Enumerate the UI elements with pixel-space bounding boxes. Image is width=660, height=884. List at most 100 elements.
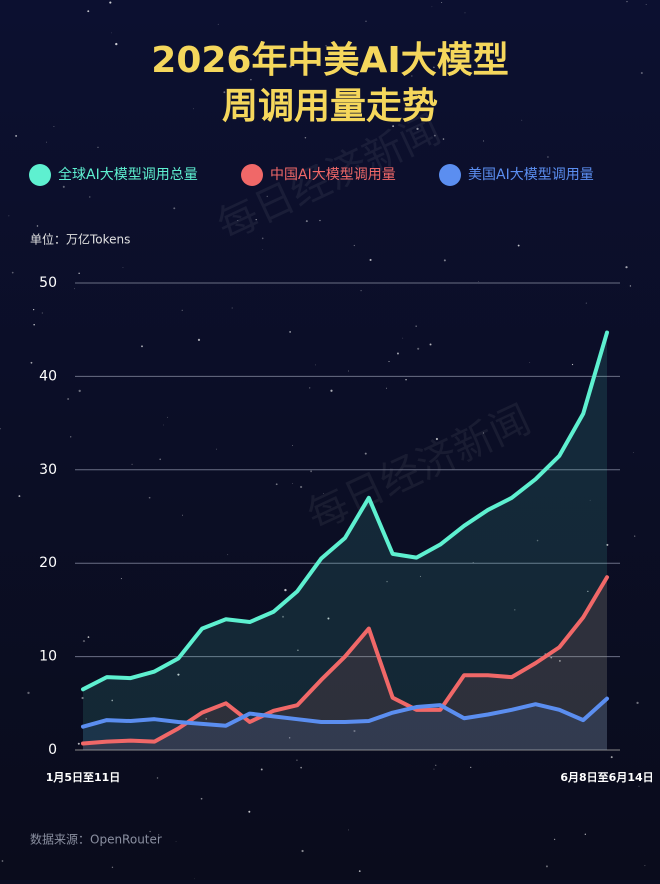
y-tick-label: 10 — [39, 649, 57, 665]
star — [483, 140, 485, 142]
star — [396, 352, 399, 355]
star — [62, 185, 65, 188]
star — [175, 841, 177, 842]
star — [8, 215, 10, 217]
star — [327, 617, 330, 620]
star — [478, 281, 479, 282]
star — [353, 729, 356, 733]
star — [87, 10, 90, 13]
star — [200, 797, 203, 800]
star — [315, 364, 316, 366]
star — [292, 483, 293, 484]
star — [110, 32, 112, 34]
star — [148, 496, 151, 499]
star — [626, 1, 628, 3]
star — [325, 45, 327, 47]
star — [433, 134, 436, 137]
y-tick-label: 0 — [48, 742, 57, 758]
star — [177, 673, 180, 676]
star — [131, 463, 133, 465]
area — [83, 698, 607, 750]
star — [559, 660, 561, 662]
star — [260, 768, 263, 771]
legend-label: 全球AI大模型调用总量 — [58, 166, 198, 183]
star — [442, 138, 445, 140]
star — [53, 126, 55, 128]
star — [638, 785, 640, 787]
star — [482, 432, 484, 434]
star — [629, 285, 632, 287]
line — [81, 575, 609, 746]
star — [429, 343, 432, 346]
star — [296, 759, 298, 761]
star — [419, 575, 421, 577]
star — [610, 756, 613, 759]
star — [514, 609, 516, 611]
star — [97, 146, 99, 148]
star — [536, 539, 539, 542]
legend-marker — [439, 164, 461, 186]
star — [231, 307, 233, 309]
star — [309, 387, 311, 389]
star — [149, 830, 151, 833]
star — [78, 272, 80, 275]
line — [81, 330, 609, 692]
source: 数据来源：OpenRouter — [30, 832, 162, 847]
star — [156, 777, 159, 779]
star — [70, 436, 72, 438]
star — [27, 691, 30, 695]
star — [364, 452, 367, 455]
star — [0, 428, 1, 430]
star — [227, 554, 229, 556]
star — [634, 535, 636, 537]
star — [255, 219, 257, 221]
star — [431, 6, 433, 8]
star — [433, 66, 435, 69]
star — [386, 387, 387, 389]
star — [109, 1, 112, 4]
star — [223, 91, 226, 94]
star — [640, 71, 643, 75]
star — [284, 588, 287, 592]
star — [464, 12, 466, 14]
star — [297, 649, 299, 651]
y-tick-label: 30 — [39, 462, 57, 478]
star — [360, 290, 362, 292]
star — [18, 495, 21, 498]
star — [443, 259, 446, 262]
star — [275, 483, 278, 486]
star — [301, 849, 304, 853]
star — [46, 141, 47, 143]
star — [441, 2, 443, 4]
star — [388, 360, 390, 363]
star — [644, 865, 646, 867]
star — [197, 338, 201, 342]
area — [83, 332, 607, 750]
star — [405, 378, 407, 381]
star — [33, 324, 35, 326]
star — [78, 389, 81, 393]
star — [41, 312, 43, 314]
star — [571, 363, 574, 366]
star — [282, 615, 285, 618]
star — [181, 514, 183, 516]
star — [173, 207, 176, 210]
star — [159, 458, 161, 461]
star — [217, 23, 219, 25]
line — [81, 696, 609, 729]
legend-marker — [241, 164, 263, 186]
star — [392, 125, 395, 128]
star — [292, 445, 293, 446]
star — [589, 499, 591, 501]
star — [163, 424, 165, 426]
title-line: 2026年中美AI大模型 — [151, 40, 508, 81]
star — [606, 543, 609, 546]
star — [517, 244, 520, 247]
star — [585, 302, 587, 304]
star — [89, 196, 91, 198]
legend-label: 美国AI大模型调用量 — [468, 167, 594, 183]
star — [250, 78, 252, 81]
star — [369, 258, 372, 261]
star — [358, 870, 361, 873]
